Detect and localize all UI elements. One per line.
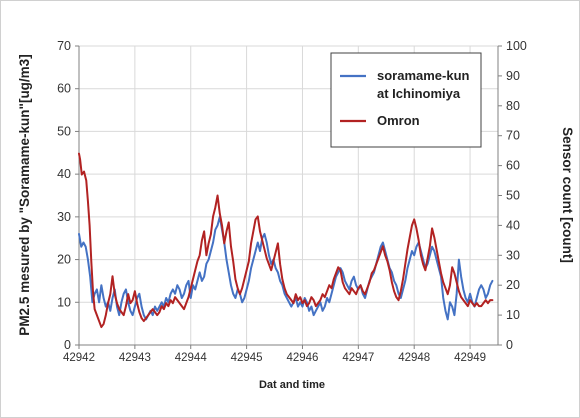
y-left-tick-label: 20	[57, 253, 71, 267]
y-right-tick-label: 80	[506, 99, 520, 113]
x-tick-label: 42942	[63, 352, 95, 364]
y-right-tick-label: 60	[506, 159, 520, 173]
axes: 0 10 20 30 40 50 60 70 0 10 20 30 40 50 60 70 80 90 100 429…	[57, 39, 527, 364]
y-right-tick-label: 90	[506, 69, 520, 83]
series-line-omron	[78, 152, 494, 329]
x-axis-label: Dat and time	[259, 379, 325, 391]
y-left-tick-label: 30	[57, 210, 71, 224]
x-tick-label: 42943	[119, 352, 151, 364]
legend-label-omron: Omron	[377, 113, 420, 128]
y-right-tick-label: 10	[506, 308, 520, 322]
y-right-tick-label: 100	[506, 39, 527, 53]
x-tick-label: 42949	[454, 352, 486, 364]
y-left-tick-label: 10	[57, 295, 71, 309]
y-left-tick-label: 70	[57, 39, 71, 53]
y-right-tick-label: 20	[506, 278, 520, 292]
legend-label-soramame-line2: at Ichinomiya	[377, 86, 461, 101]
y-axis-left-label: PM2.5 mesured by "Soramame-kun"[ug/m3]	[17, 54, 32, 335]
y-right-tick-label: 30	[506, 248, 520, 262]
x-tick-label: 42947	[342, 352, 374, 364]
legend-box	[330, 52, 482, 148]
y-left-tick-label: 0	[64, 338, 71, 352]
x-tick-label: 42945	[231, 352, 263, 364]
y-right-tick-label: 40	[506, 218, 520, 232]
x-tick-label: 42944	[175, 352, 208, 364]
y-right-tick-label: 50	[506, 189, 520, 203]
x-tick-label: 42946	[286, 352, 318, 364]
x-tick-label: 42948	[398, 352, 430, 364]
y-right-tick-label: 0	[506, 338, 513, 352]
legend-label-soramame-line1: soramame-kun	[377, 68, 470, 83]
gridlines	[79, 45, 498, 346]
y-right-tick-label: 70	[506, 129, 520, 143]
y-left-tick-label: 50	[57, 124, 71, 138]
y-left-tick-label: 40	[57, 167, 71, 181]
legend: soramame-kun at Ichinomiya Omron	[330, 52, 482, 148]
y-axis-right-label: Sensor count [count]	[560, 127, 575, 263]
y-left-tick-label: 60	[57, 82, 71, 96]
series-layer	[78, 152, 494, 329]
series-line-soramame	[78, 215, 494, 321]
